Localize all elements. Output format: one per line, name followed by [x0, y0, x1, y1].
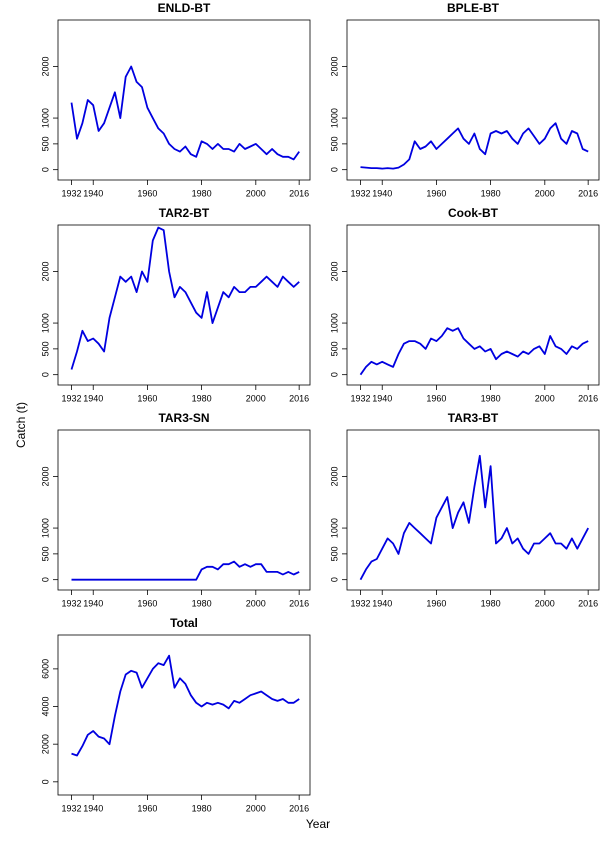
plot-frame	[57, 634, 311, 796]
y-tick-label: 0	[329, 577, 339, 582]
data-line	[70, 65, 300, 161]
plot-frame	[57, 224, 311, 386]
x-tick-label: 1960	[426, 188, 446, 198]
panel-title: Total	[170, 616, 198, 630]
x-tick-label: 2000	[246, 598, 266, 608]
x-tick-label: 1932	[62, 803, 82, 813]
data-line	[70, 226, 300, 370]
x-tick-label: 1960	[426, 598, 446, 608]
y-tick-label: 500	[40, 136, 50, 151]
x-tick-label: 1980	[481, 393, 501, 403]
y-tick-label: 1000	[329, 313, 339, 333]
y-tick-label: 2000	[40, 466, 50, 486]
panel-title: TAR3-SN	[158, 411, 209, 425]
y-tick-label: 2000	[40, 261, 50, 281]
y-tick-label: 4000	[40, 697, 50, 717]
x-tick-label: 2000	[246, 803, 266, 813]
x-tick-label: 2016	[289, 188, 309, 198]
x-tick-label: 2016	[289, 393, 309, 403]
x-tick-label: 1960	[137, 188, 157, 198]
x-tick-label: 2016	[578, 188, 598, 198]
x-tick-label: 1980	[192, 188, 212, 198]
y-tick-label: 1000	[40, 518, 50, 538]
x-tick-label: 1932	[351, 188, 371, 198]
panel-title: Cook-BT	[448, 206, 499, 220]
y-tick-label: 2000	[329, 466, 339, 486]
x-tick-label: 1980	[481, 188, 501, 198]
y-tick-label: 500	[329, 546, 339, 561]
y-tick-label: 1000	[40, 313, 50, 333]
y-tick-label: 2000	[329, 56, 339, 76]
y-tick-label: 1000	[40, 108, 50, 128]
y-tick-label: 1000	[329, 518, 339, 538]
x-tick-label: 2000	[535, 188, 555, 198]
x-axis-label: Year	[306, 817, 330, 831]
data-line	[71, 654, 300, 757]
plot-frame	[346, 429, 600, 591]
x-tick-label: 1940	[372, 598, 392, 608]
x-tick-label: 1960	[426, 393, 446, 403]
x-tick-label: 1980	[481, 598, 501, 608]
x-tick-label: 1940	[83, 393, 103, 403]
x-tick-label: 1940	[372, 393, 392, 403]
x-tick-label: 1940	[83, 598, 103, 608]
panel-title: TAR3-BT	[448, 411, 499, 425]
x-tick-label: 1980	[192, 598, 212, 608]
x-tick-label: 2000	[535, 598, 555, 608]
x-tick-label: 2016	[578, 393, 598, 403]
panel-title: ENLD-BT	[158, 1, 211, 15]
y-tick-label: 500	[40, 341, 50, 356]
y-tick-label: 2000	[40, 734, 50, 754]
y-tick-label: 1000	[329, 108, 339, 128]
x-tick-label: 1940	[83, 803, 103, 813]
plot-frame	[346, 19, 600, 181]
x-tick-label: 1980	[192, 803, 212, 813]
y-tick-label: 500	[329, 136, 339, 151]
x-tick-label: 1960	[137, 393, 157, 403]
y-tick-label: 0	[40, 779, 50, 784]
x-tick-label: 1940	[83, 188, 103, 198]
y-tick-label: 500	[329, 341, 339, 356]
x-tick-label: 1932	[351, 393, 371, 403]
panel-title: BPLE-BT	[447, 1, 500, 15]
plot-frame	[57, 429, 311, 591]
x-tick-label: 1932	[62, 393, 82, 403]
x-tick-label: 1960	[137, 598, 157, 608]
plot-frame	[346, 224, 600, 386]
y-tick-label: 0	[329, 167, 339, 172]
x-tick-label: 2000	[535, 393, 555, 403]
y-tick-label: 2000	[329, 261, 339, 281]
x-tick-label: 1980	[192, 393, 212, 403]
x-tick-label: 1932	[62, 188, 82, 198]
panel-title: TAR2-BT	[159, 206, 210, 220]
y-tick-label: 500	[40, 546, 50, 561]
data-line	[359, 327, 589, 376]
x-tick-label: 2016	[289, 598, 309, 608]
y-axis-label: Catch (t)	[14, 402, 28, 448]
y-tick-label: 0	[40, 577, 50, 582]
x-tick-label: 1932	[62, 598, 82, 608]
x-tick-label: 2016	[289, 803, 309, 813]
y-tick-label: 6000	[40, 659, 50, 679]
data-line	[359, 454, 589, 581]
y-tick-label: 2000	[40, 56, 50, 76]
data-line	[360, 122, 589, 170]
plot-frame	[57, 19, 311, 181]
data-line	[71, 560, 300, 581]
y-tick-label: 0	[40, 372, 50, 377]
y-tick-label: 0	[329, 372, 339, 377]
x-tick-label: 1960	[137, 803, 157, 813]
x-tick-label: 2000	[246, 393, 266, 403]
x-tick-label: 1932	[351, 598, 371, 608]
y-tick-label: 0	[40, 167, 50, 172]
x-tick-label: 2016	[578, 598, 598, 608]
x-tick-label: 2000	[246, 188, 266, 198]
x-tick-label: 1940	[372, 188, 392, 198]
